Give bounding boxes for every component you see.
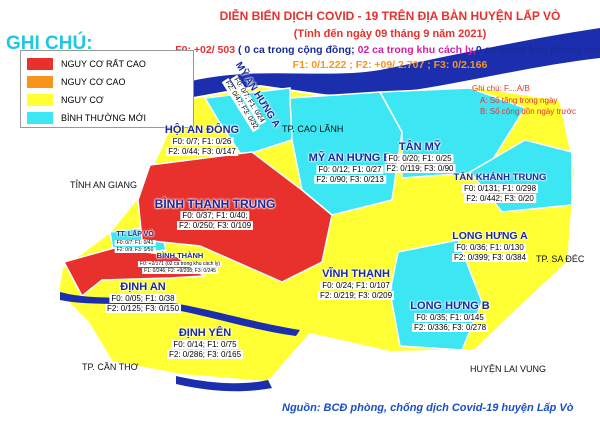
place-label: TP. CẦN THƠ — [82, 362, 139, 372]
summary-quarantine: 02 ca trong khu cách ly, — [357, 44, 476, 56]
commune-stats: F0: 0/36; F1: 0/130 — [454, 242, 526, 252]
source: Nguồn: BCĐ phòng, chống dịch Covid-19 hu… — [282, 402, 574, 414]
place-label: HUYỆN LAI VUNG — [470, 364, 547, 374]
commune-name: LONG HƯNG B — [410, 300, 490, 312]
note-b: B: Số cộng dồn ngày trước — [480, 107, 576, 116]
subtitle: (Tính đến ngày 09 tháng 9 năm 2021) — [293, 28, 487, 40]
commune-stats: F0: 0/131; F1: 0/298 — [461, 183, 539, 193]
legend-swatch — [27, 75, 53, 88]
place-label: TỈNH AN GIANG — [70, 180, 138, 190]
note-title: Ghi chú: F....A/B — [472, 84, 530, 93]
commune-stats: F2: 0/250; F3: 0/109 — [176, 221, 254, 230]
commune-stats: F2: 0/119; F3: 0/90 — [384, 164, 456, 173]
commune-stats: F2: 0/44; F3: 0/147 — [166, 147, 238, 156]
commune-name: TÂN MỸ — [398, 141, 442, 153]
commune-name: HỘI AN ĐÔNG — [164, 124, 240, 136]
commune-name: TT. LẤP VÒ — [116, 231, 154, 238]
commune-name: BÌNH THẠNH TRUNG — [154, 197, 276, 211]
summary-others: F1: 0/1.222 ; F2: +09/ 2.707 ; F3: 0/2.1… — [292, 59, 488, 71]
legend-swatch — [27, 93, 53, 106]
legend: NGUY CƠ RẤT CAO NGUY CƠ CAO NGUY CƠ BÌNH TH… — [20, 50, 194, 128]
legend-item: NGUY CƠ RẤT CAO — [27, 57, 146, 70]
title: DIỄN BIẾN DỊCH COVID - 19 TRÊN ĐỊA BÀN H… — [219, 9, 561, 23]
commune-stats: F2: 0/286; F3: 0/165 — [166, 350, 244, 359]
legend-title: GHI CHÚ: — [6, 33, 93, 54]
commune-name: ĐỊNH AN — [120, 281, 166, 293]
legend-label: BÌNH THƯỜNG MỚI — [61, 112, 146, 123]
commune-stats: F2: 0/125; F3: 0/150 — [104, 304, 182, 313]
river — [180, 28, 600, 100]
legend-label: NGUY CƠ RẤT CAO — [61, 58, 146, 69]
commune-stats: F0: 0/12; F1: 0/27 — [316, 165, 384, 174]
commune-name: LONG HƯNG A — [452, 230, 528, 242]
commune-stats: F0: 0/24; F1: 0/107 — [320, 281, 392, 290]
place-label: TP. CAO LÃNH — [282, 124, 344, 134]
commune-stats: F2: 0/399; F3: 0/384 — [451, 252, 529, 262]
legend-item: BÌNH THƯỜNG MỚI — [27, 111, 146, 124]
summary-lockdown: 0 ca trong khu phong tỏa) — [475, 44, 600, 56]
summary: F0: +02/ 503 ( 0 ca trong cộng đồng; 02 … — [175, 44, 600, 56]
commune-stats: F0: 0/7; F1: 0/41 — [114, 240, 156, 246]
commune-stats: F2: 0/442; F3: 0/20 — [464, 193, 536, 203]
river — [176, 376, 272, 392]
commune-stats: F2: 0/9; F3: 0/50 — [114, 247, 156, 253]
summary-community: ( 0 ca trong cộng đồng; — [237, 44, 355, 56]
commune-name: TÂN KHÁNH TRUNG — [453, 172, 547, 183]
commune-stats: F2: 0/219; F3: 0/209 — [317, 291, 395, 300]
legend-label: NGUY CƠ CAO — [61, 76, 126, 87]
legend-item: NGUY CƠ — [27, 93, 104, 106]
commune-name: BÌNH THÀNH — [156, 251, 204, 260]
commune-stats: F0: 0/20; F1: 0/25 — [386, 154, 454, 163]
legend-swatch — [27, 111, 53, 124]
commune-stats: F0: 0/7; F1: 0/26 — [170, 137, 234, 146]
commune-stats: F1: 0/246; F2: +9/208; F3: 0/245 — [142, 267, 218, 274]
legend-item: NGUY CƠ CAO — [27, 75, 126, 88]
commune-stats: F0: 0/37; F1: 0/40; — [180, 211, 250, 220]
commune-stats: F0: +2/171 (02 ca trong khu cách ly) — [137, 260, 223, 267]
commune-stats: F0: 0/35; F1: 0/145 — [414, 313, 486, 322]
commune-name: VĨNH THẠNH — [322, 268, 390, 280]
note-a: A: Số tăng trong ngày — [480, 96, 558, 105]
place-label: TP. SA ĐÉC — [536, 254, 585, 264]
commune-name: ĐỊNH YÊN — [178, 327, 232, 339]
river — [60, 292, 300, 336]
commune-stats: F2: 0/90; F3: 0/213 — [314, 175, 386, 184]
commune-stats: F0: 0/14; F1: 0/75 — [171, 340, 239, 349]
legend-swatch — [27, 57, 53, 70]
commune-stats: F2: 0/336; F3: 0/278 — [411, 323, 489, 332]
commune-name: MỸ AN HƯNG B — [308, 152, 392, 164]
legend-label: NGUY CƠ — [61, 94, 104, 105]
commune-stats: F0: 0/05; F1: 0/38 — [109, 294, 177, 303]
